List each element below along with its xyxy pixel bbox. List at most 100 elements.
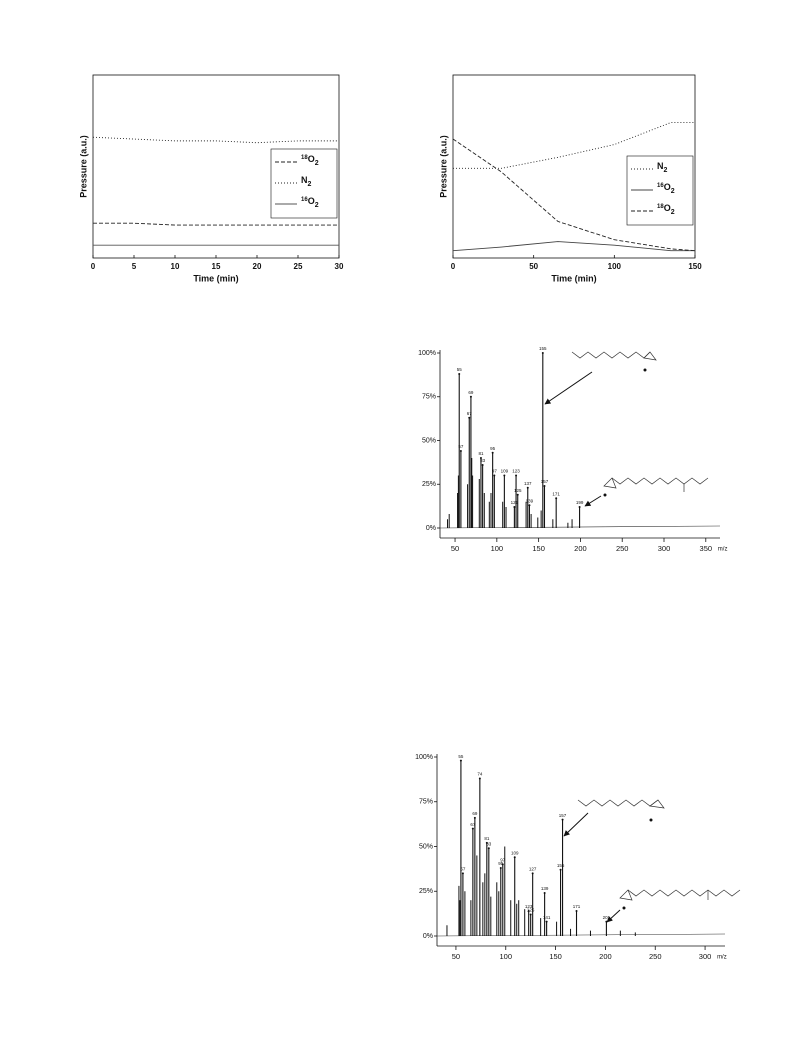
peak-label: 95 (490, 446, 496, 451)
peak-label: 171 (552, 491, 560, 496)
peak-dot (458, 373, 461, 375)
peak-dot (515, 474, 518, 477)
peak-label: 157 (559, 813, 567, 818)
y-tick-label: 100% (418, 350, 436, 357)
peak-dot (543, 892, 546, 895)
x-tick-label: 150 (688, 262, 702, 271)
peak-label: 139 (541, 886, 549, 891)
molecule-4 (606, 889, 741, 923)
legend-label: 16O2 (301, 196, 319, 208)
molecule-1 (544, 351, 657, 405)
peak-label: 121 (511, 500, 519, 505)
x-tick-label: 300 (658, 544, 671, 553)
peak-dot (578, 506, 581, 508)
peak-label: 57 (458, 444, 464, 449)
x-tick-label: 30 (335, 262, 344, 271)
peak-label: 127 (529, 867, 537, 872)
peak-dot (468, 416, 471, 419)
x-tick-label: 0 (91, 262, 96, 271)
peak-label: 55 (458, 754, 464, 759)
x-tick-label: 10 (171, 262, 180, 271)
x-tick-label: 50 (451, 544, 459, 553)
x-tick-label: 50 (452, 952, 460, 961)
series-line (92, 136, 339, 144)
y-tick-label: 50% (419, 843, 433, 850)
x-tick-label: 0 (451, 262, 456, 271)
peak-dot (541, 352, 544, 354)
peak-label: 83 (480, 458, 486, 463)
peak-label: 123 (525, 904, 533, 909)
x-tick-label: 150 (532, 544, 545, 553)
peak-label: 69 (472, 811, 478, 816)
peak-dot (516, 493, 519, 496)
legend-label: 16O2 (657, 182, 675, 194)
peak-label: 125 (527, 908, 535, 913)
legend: N2 16O2 18O2 (626, 155, 694, 226)
molecule-2 (584, 477, 709, 507)
x-tick-label: 200 (599, 952, 612, 961)
molecule-3 (563, 799, 665, 837)
peak-label: 199 (576, 500, 584, 505)
peak-dot (481, 464, 484, 466)
peak-dot (471, 827, 474, 830)
legend-label: N2 (301, 175, 312, 187)
x-tick-label: 20 (253, 262, 262, 271)
x-tick-label: 250 (649, 952, 662, 961)
peak-dot (479, 457, 482, 459)
peak-dot (499, 866, 502, 869)
peak-label: 171 (573, 904, 581, 909)
series-line (93, 222, 339, 226)
peak-label: 81 (484, 836, 490, 841)
peak-label: 95 (498, 861, 504, 866)
x-axis-label: Time (min) (193, 273, 238, 283)
y-tick-label: 0% (426, 525, 436, 532)
peak-dot (513, 506, 516, 508)
peak-dot (559, 868, 562, 871)
series-line (452, 138, 696, 252)
x-tick-label: 300 (699, 952, 712, 961)
peak-dot (493, 474, 496, 477)
x-axis-label: Time (min) (551, 273, 596, 283)
x-tick-label: 25 (294, 262, 303, 271)
y-axis-label: Pressure (a.u.) (438, 135, 448, 198)
peak-dot (545, 920, 548, 923)
peak-label: 81 (478, 451, 484, 456)
peak-dot (555, 497, 558, 500)
x-tick-label: 350 (700, 544, 713, 553)
x-tick-label: 200 (574, 544, 587, 553)
y-tick-label: 100% (415, 754, 433, 761)
peak-dot (501, 863, 504, 866)
x-tick-label: 5 (132, 262, 137, 271)
peak-dot (459, 450, 462, 452)
peak-label: 69 (468, 390, 474, 395)
x-tick-label: 15 (212, 262, 221, 271)
x-tick-label: 100 (491, 544, 504, 553)
y-tick-label: 25% (422, 481, 436, 488)
peak-dot (491, 451, 494, 454)
x-tick-label: 250 (616, 544, 629, 553)
x-tick-label: 100 (500, 952, 513, 961)
peak-dot (485, 841, 488, 844)
x-axis-label: m/z (718, 547, 728, 553)
peak-label: 97 (500, 858, 506, 863)
peak-dot (469, 395, 472, 398)
peak-label: 109 (511, 850, 519, 855)
y-tick-label: 75% (422, 394, 436, 401)
peak-label: 125 (514, 488, 522, 493)
series-line (452, 241, 695, 252)
y-tick-label: 25% (419, 888, 433, 895)
peak-dot (526, 486, 529, 489)
x-axis-label: m/z (717, 955, 727, 961)
legend-label: N2 (657, 161, 668, 173)
peak-dot (529, 913, 532, 916)
peak-dot (487, 847, 490, 850)
peak-dot (531, 872, 534, 875)
peak-dot (575, 909, 578, 912)
x-tick-label: 150 (549, 952, 562, 961)
x-tick-label: 50 (529, 262, 538, 271)
peak-label: 155 (539, 346, 547, 351)
plot-frame (452, 74, 696, 259)
peak-label: 97 (492, 469, 498, 474)
